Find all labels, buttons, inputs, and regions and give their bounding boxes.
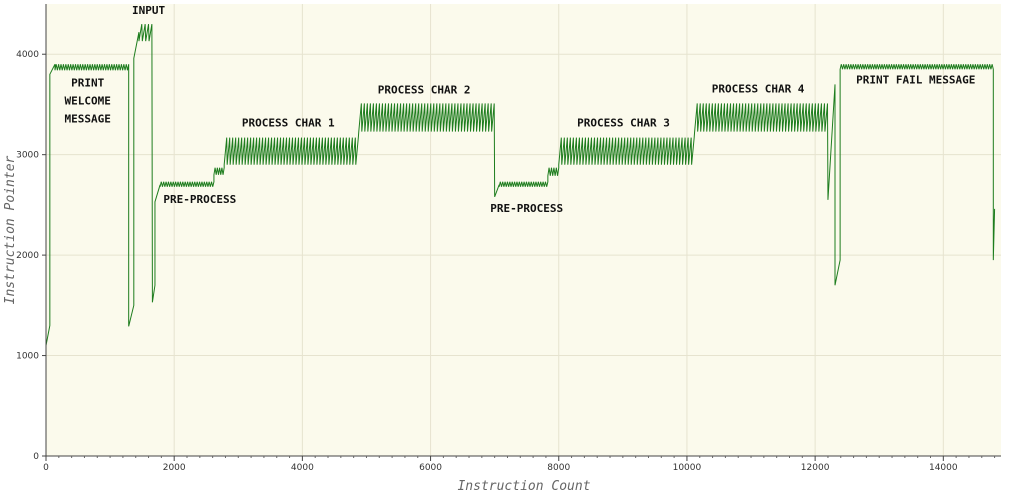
y-ticks: 0 1000 2000 3000 4000 — [16, 50, 46, 462]
annotation-label: PROCESS CHAR 2 — [378, 83, 471, 96]
y-tick-label: 4000 — [16, 50, 39, 60]
annotation-label: PROCESS CHAR 1 — [242, 117, 335, 130]
x-grid — [173, 4, 944, 456]
x-tick-label: 12000 — [801, 463, 830, 473]
series-line — [45, 24, 996, 346]
x-tick-label: 8000 — [547, 463, 570, 473]
x-tick-label: 2000 — [163, 463, 186, 473]
x-tick-label: 14000 — [929, 463, 958, 473]
y-grid — [46, 53, 1001, 357]
annotation-label: PRINT FAIL MESSAGE — [856, 73, 975, 86]
y-axis-title: Instruction Pointer — [3, 155, 18, 304]
plot-background — [46, 4, 1001, 456]
y-tick-label: 1000 — [16, 352, 39, 362]
annotation-label: INPUT — [132, 4, 165, 17]
annotation-label: PROCESS CHAR 3 — [577, 117, 670, 130]
y-tick-label: 2000 — [16, 251, 39, 261]
series-layer — [45, 24, 996, 346]
x-tick-label: 4000 — [291, 463, 314, 473]
annotation-label: PRINT WELCOME MESSAGE — [64, 76, 110, 125]
y-tick-label: 0 — [33, 452, 39, 462]
x-tick-label: 10000 — [673, 463, 702, 473]
y-tick-label: 3000 — [16, 151, 39, 161]
annotation-label: PROCESS CHAR 4 — [712, 82, 805, 95]
x-tick-label: 6000 — [419, 463, 442, 473]
x-ticks: 0 2000 4000 6000 8000 10000 12000 14000 — [43, 456, 996, 473]
annotation-label: PRE-PROCESS — [163, 193, 236, 206]
x-axis-title: Instruction Count — [457, 479, 590, 492]
annotation-label: PRE-PROCESS — [490, 202, 563, 215]
annotations: PRINT WELCOME MESSAGE INPUT PRE-PROCESS PROCE… — [64, 4, 975, 215]
x-tick-label: 0 — [43, 463, 49, 473]
